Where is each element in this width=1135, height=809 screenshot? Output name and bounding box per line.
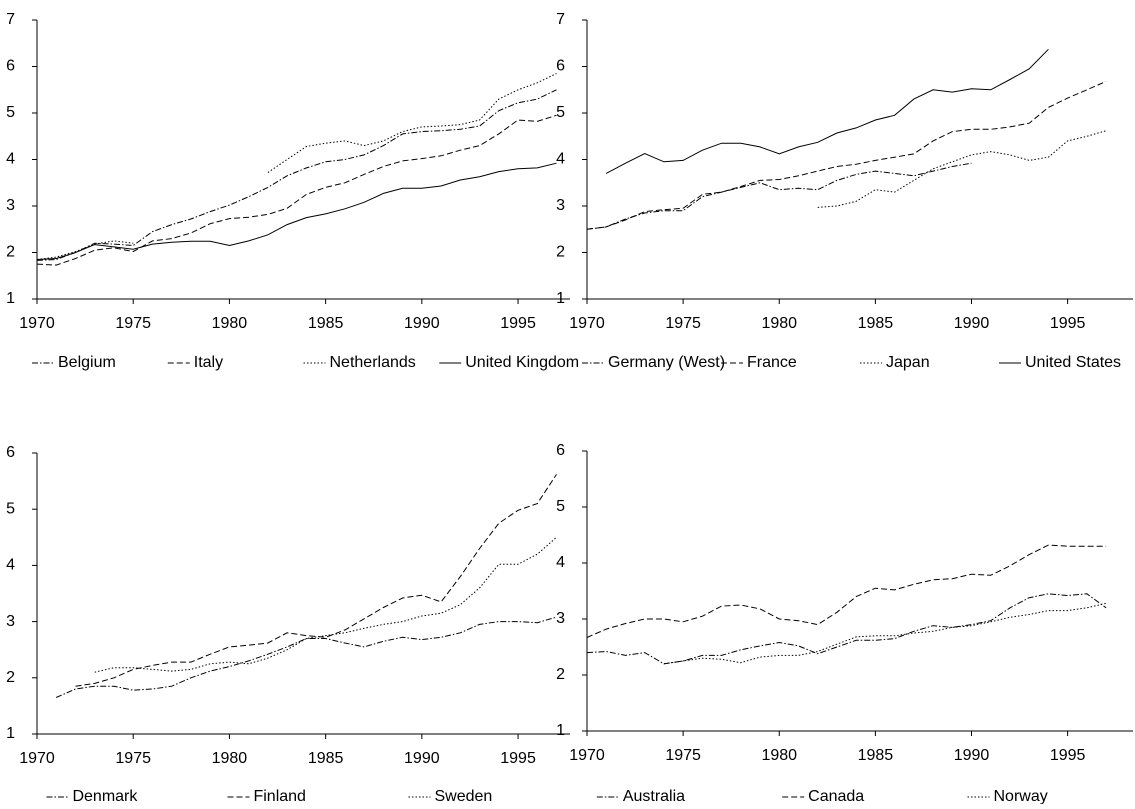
legend-label: Netherlands: [330, 354, 416, 371]
x-tick-label: 1995: [500, 315, 536, 332]
series-line: [94, 536, 557, 673]
x-tick-label: 1970: [569, 315, 605, 332]
legend-label: Finland: [253, 788, 305, 804]
series-line: [36, 89, 557, 261]
y-tick-label: 1: [6, 290, 15, 307]
x-tick-label: 1995: [1050, 315, 1086, 332]
legend-label: Italy: [194, 354, 223, 371]
series-line: [663, 602, 1107, 665]
y-tick-label: 1: [6, 725, 15, 742]
y-tick-label: 2: [556, 244, 565, 261]
y-tick-label: 7: [6, 11, 15, 28]
series-line: [605, 48, 1049, 174]
x-tick-label: 1975: [665, 747, 701, 764]
x-tick-label: 1995: [1050, 747, 1086, 764]
series-line: [586, 80, 1107, 230]
y-tick-label: 7: [556, 11, 565, 28]
legend-label: Sweden: [434, 788, 492, 804]
legend-label: United Kingdom: [465, 354, 579, 371]
x-tick-label: 1980: [761, 747, 797, 764]
x-tick-label: 1975: [115, 315, 151, 332]
series-line: [586, 162, 972, 230]
x-tick-label: 1975: [665, 315, 701, 332]
series-line: [36, 162, 557, 260]
series-line: [36, 114, 557, 266]
legend-label: Japan: [886, 354, 930, 371]
x-tick-label: 1990: [954, 315, 990, 332]
series-line: [586, 544, 1107, 638]
x-tick-label: 1980: [212, 315, 248, 332]
y-tick-label: 6: [6, 444, 15, 461]
y-tick-label: 4: [556, 554, 565, 571]
legend-label: Belgium: [58, 354, 116, 371]
x-tick-label: 1970: [19, 750, 55, 767]
y-tick-label: 6: [6, 58, 15, 75]
y-tick-label: 4: [6, 557, 15, 574]
y-tick-label: 5: [6, 500, 15, 517]
legend-label: Australia: [623, 788, 685, 804]
x-tick-label: 1985: [858, 315, 894, 332]
y-tick-label: 6: [556, 442, 565, 459]
y-tick-label: 1: [556, 290, 565, 307]
y-tick-label: 2: [556, 666, 565, 683]
y-tick-label: 2: [6, 244, 15, 261]
legend-label: Denmark: [72, 788, 138, 804]
x-tick-label: 1970: [19, 315, 55, 332]
y-tick-label: 4: [6, 151, 15, 168]
x-tick-label: 1980: [761, 315, 797, 332]
y-tick-label: 3: [556, 610, 565, 627]
x-tick-label: 1990: [404, 750, 440, 767]
series-line: [75, 474, 557, 687]
x-tick-label: 1985: [308, 315, 344, 332]
x-tick-label: 1975: [115, 750, 151, 767]
x-tick-label: 1995: [500, 750, 536, 767]
y-tick-label: 3: [6, 197, 15, 214]
x-tick-label: 1985: [858, 747, 894, 764]
series-line: [586, 593, 1107, 665]
y-tick-label: 3: [556, 197, 565, 214]
y-tick-label: 3: [6, 613, 15, 630]
x-tick-label: 1990: [954, 747, 990, 764]
series-line: [817, 130, 1107, 208]
legend-label: Canada: [808, 788, 864, 804]
y-tick-label: 1: [556, 722, 565, 739]
legend-label: Germany (West): [608, 354, 725, 371]
y-tick-label: 5: [6, 104, 15, 121]
y-tick-label: 2: [6, 669, 15, 686]
legend-label: France: [747, 354, 797, 371]
x-tick-label: 1985: [308, 750, 344, 767]
x-tick-label: 1980: [212, 750, 248, 767]
legend-label: Norway: [993, 788, 1047, 804]
series-line: [36, 73, 557, 260]
y-tick-label: 5: [556, 104, 565, 121]
y-tick-label: 6: [556, 58, 565, 75]
x-tick-label: 1990: [404, 315, 440, 332]
x-tick-label: 1970: [569, 747, 605, 764]
legend-label: United States: [1025, 354, 1121, 371]
y-tick-label: 5: [556, 498, 565, 515]
series-line: [55, 616, 557, 698]
y-tick-label: 4: [556, 151, 565, 168]
